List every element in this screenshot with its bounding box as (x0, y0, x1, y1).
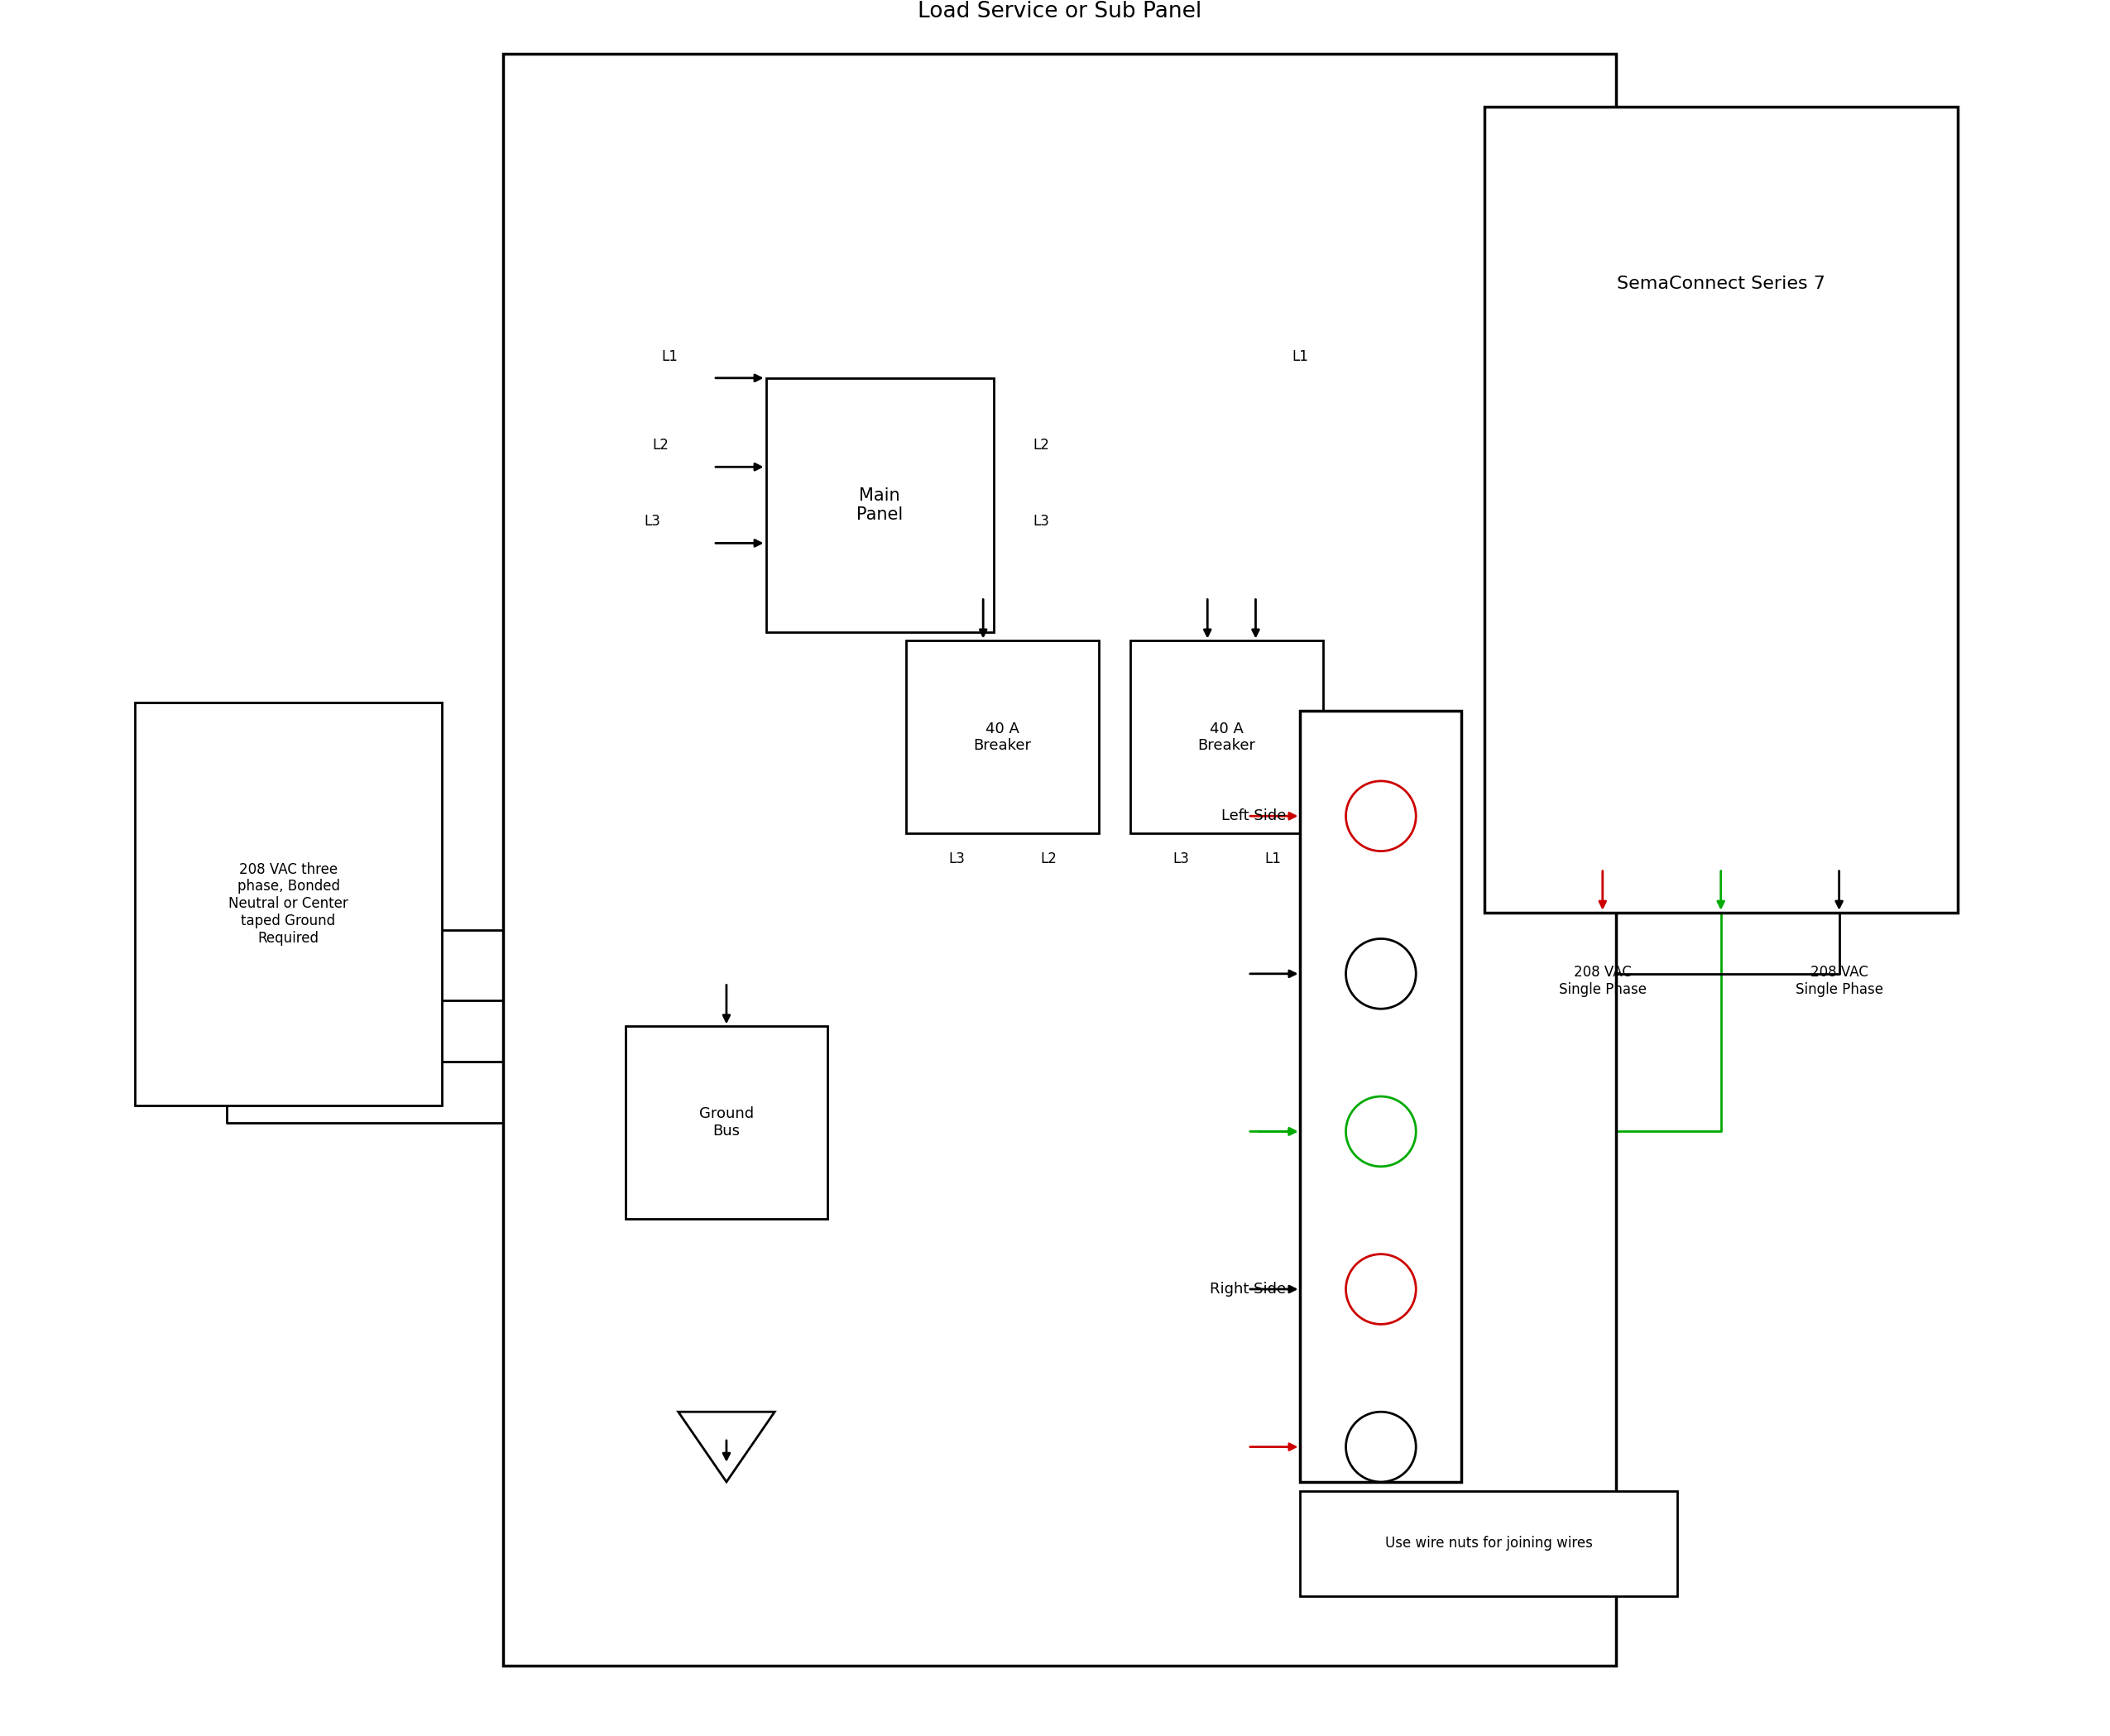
Text: L3: L3 (1032, 514, 1049, 529)
Text: L1: L1 (660, 349, 677, 365)
Bar (1300, 712, 1462, 1483)
Text: 40 A
Breaker: 40 A Breaker (1198, 720, 1255, 753)
Text: L1: L1 (1291, 349, 1308, 365)
Circle shape (1346, 939, 1416, 1009)
Circle shape (1346, 1253, 1416, 1325)
Bar (1483, 106, 1958, 913)
Text: Main
Panel: Main Panel (857, 488, 903, 523)
Text: Left Side: Left Side (1222, 809, 1287, 823)
Bar (1131, 641, 1323, 833)
Text: 208 VAC
Single Phase: 208 VAC Single Phase (1796, 965, 1882, 996)
Circle shape (1346, 1411, 1416, 1483)
Text: 40 A
Breaker: 40 A Breaker (973, 720, 1032, 753)
Text: Right Side: Right Side (1209, 1281, 1287, 1297)
Text: Use wire nuts for joining wires: Use wire nuts for joining wires (1384, 1536, 1593, 1550)
Text: L2: L2 (652, 437, 669, 453)
Bar (1300, 1491, 1677, 1595)
Text: 208 VAC
Single Phase: 208 VAC Single Phase (1559, 965, 1646, 996)
Bar (905, 641, 1099, 833)
Text: L3: L3 (947, 851, 964, 866)
Bar (627, 1026, 827, 1219)
Circle shape (1346, 781, 1416, 851)
Bar (135, 701, 441, 1106)
Text: 208 VAC three
phase, Bonded
Neutral or Center
taped Ground
Required: 208 VAC three phase, Bonded Neutral or C… (228, 861, 348, 946)
Text: L1: L1 (1264, 851, 1281, 866)
Bar (766, 378, 994, 632)
Text: L2: L2 (1032, 437, 1049, 453)
Bar (502, 54, 1616, 1667)
Text: Load Service or Sub Panel: Load Service or Sub Panel (918, 0, 1201, 23)
Text: Ground
Bus: Ground Bus (698, 1106, 753, 1139)
Text: L3: L3 (644, 514, 660, 529)
Text: L2: L2 (1040, 851, 1057, 866)
Text: L3: L3 (1173, 851, 1190, 866)
Circle shape (1346, 1097, 1416, 1167)
Text: SemaConnect Series 7: SemaConnect Series 7 (1616, 276, 1825, 292)
